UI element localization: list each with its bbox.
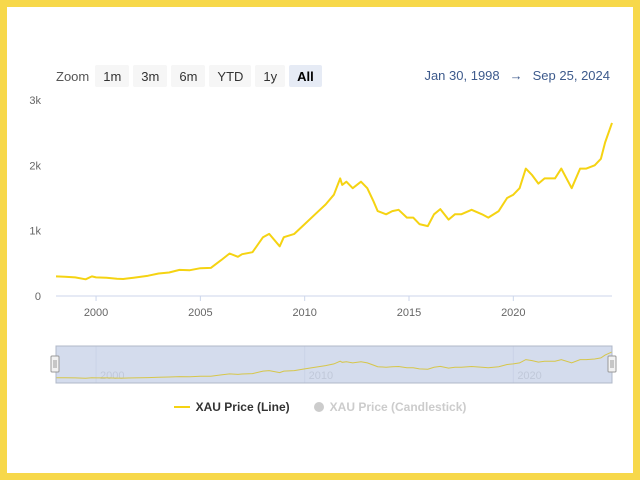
navigator-handle-right[interactable] [607, 355, 617, 373]
line-symbol-icon [173, 406, 190, 408]
x-tick-label: 2005 [188, 307, 212, 319]
x-tick-label: 2000 [84, 307, 108, 319]
legend-item-candlestick[interactable]: XAU Price (Candlestick) [313, 400, 467, 414]
range-arrow: → [509, 68, 523, 83]
navigator-line [55, 351, 613, 379]
legend: XAU Price (Line) XAU Price (Candlestick) [0, 400, 640, 414]
navigator-selection[interactable] [56, 346, 612, 383]
zoom-all-button[interactable]: All [289, 65, 322, 87]
zoom-bar: Zoom 1m 3m 6m YTD 1y All [56, 64, 326, 88]
y-tick-label: 0 [35, 291, 41, 303]
y-tick-label: 2k [29, 160, 41, 172]
zoom-label: Zoom [56, 68, 90, 84]
zoom-6m-button[interactable]: 6m [171, 65, 206, 87]
zoom-1m-button[interactable]: 1m [95, 65, 130, 87]
y-tick-label: 3k [29, 95, 41, 107]
zoom-3m-button[interactable]: 3m [133, 65, 168, 87]
x-tick-label: 2010 [292, 307, 316, 319]
x-tick-label: 2020 [501, 307, 525, 319]
legend-line-label: XAU Price (Line) [195, 400, 290, 414]
circle-symbol-icon [313, 402, 324, 412]
navigator-handle-left[interactable] [50, 355, 60, 373]
price-line [55, 122, 613, 281]
y-tick-label: 1k [29, 226, 41, 238]
zoom-ytd-button[interactable]: YTD [209, 65, 252, 87]
date-range: Jan 30, 1998 → Sep 25, 2024 [424, 68, 610, 83]
range-to-input[interactable]: Sep 25, 2024 [532, 68, 610, 83]
range-from-input[interactable]: Jan 30, 1998 [424, 68, 500, 83]
navigator[interactable]: 200020102020 [50, 345, 617, 384]
legend-candlestick-label: XAU Price (Candlestick) [329, 400, 467, 414]
x-axis: 2000 2005 2010 2015 2020 [84, 296, 526, 319]
legend-item-line[interactable]: XAU Price (Line) [173, 400, 290, 414]
x-tick-label: 2015 [397, 307, 421, 319]
y-axis: 0 1k 2k 3k [29, 95, 41, 303]
zoom-1y-button[interactable]: 1y [255, 65, 286, 87]
